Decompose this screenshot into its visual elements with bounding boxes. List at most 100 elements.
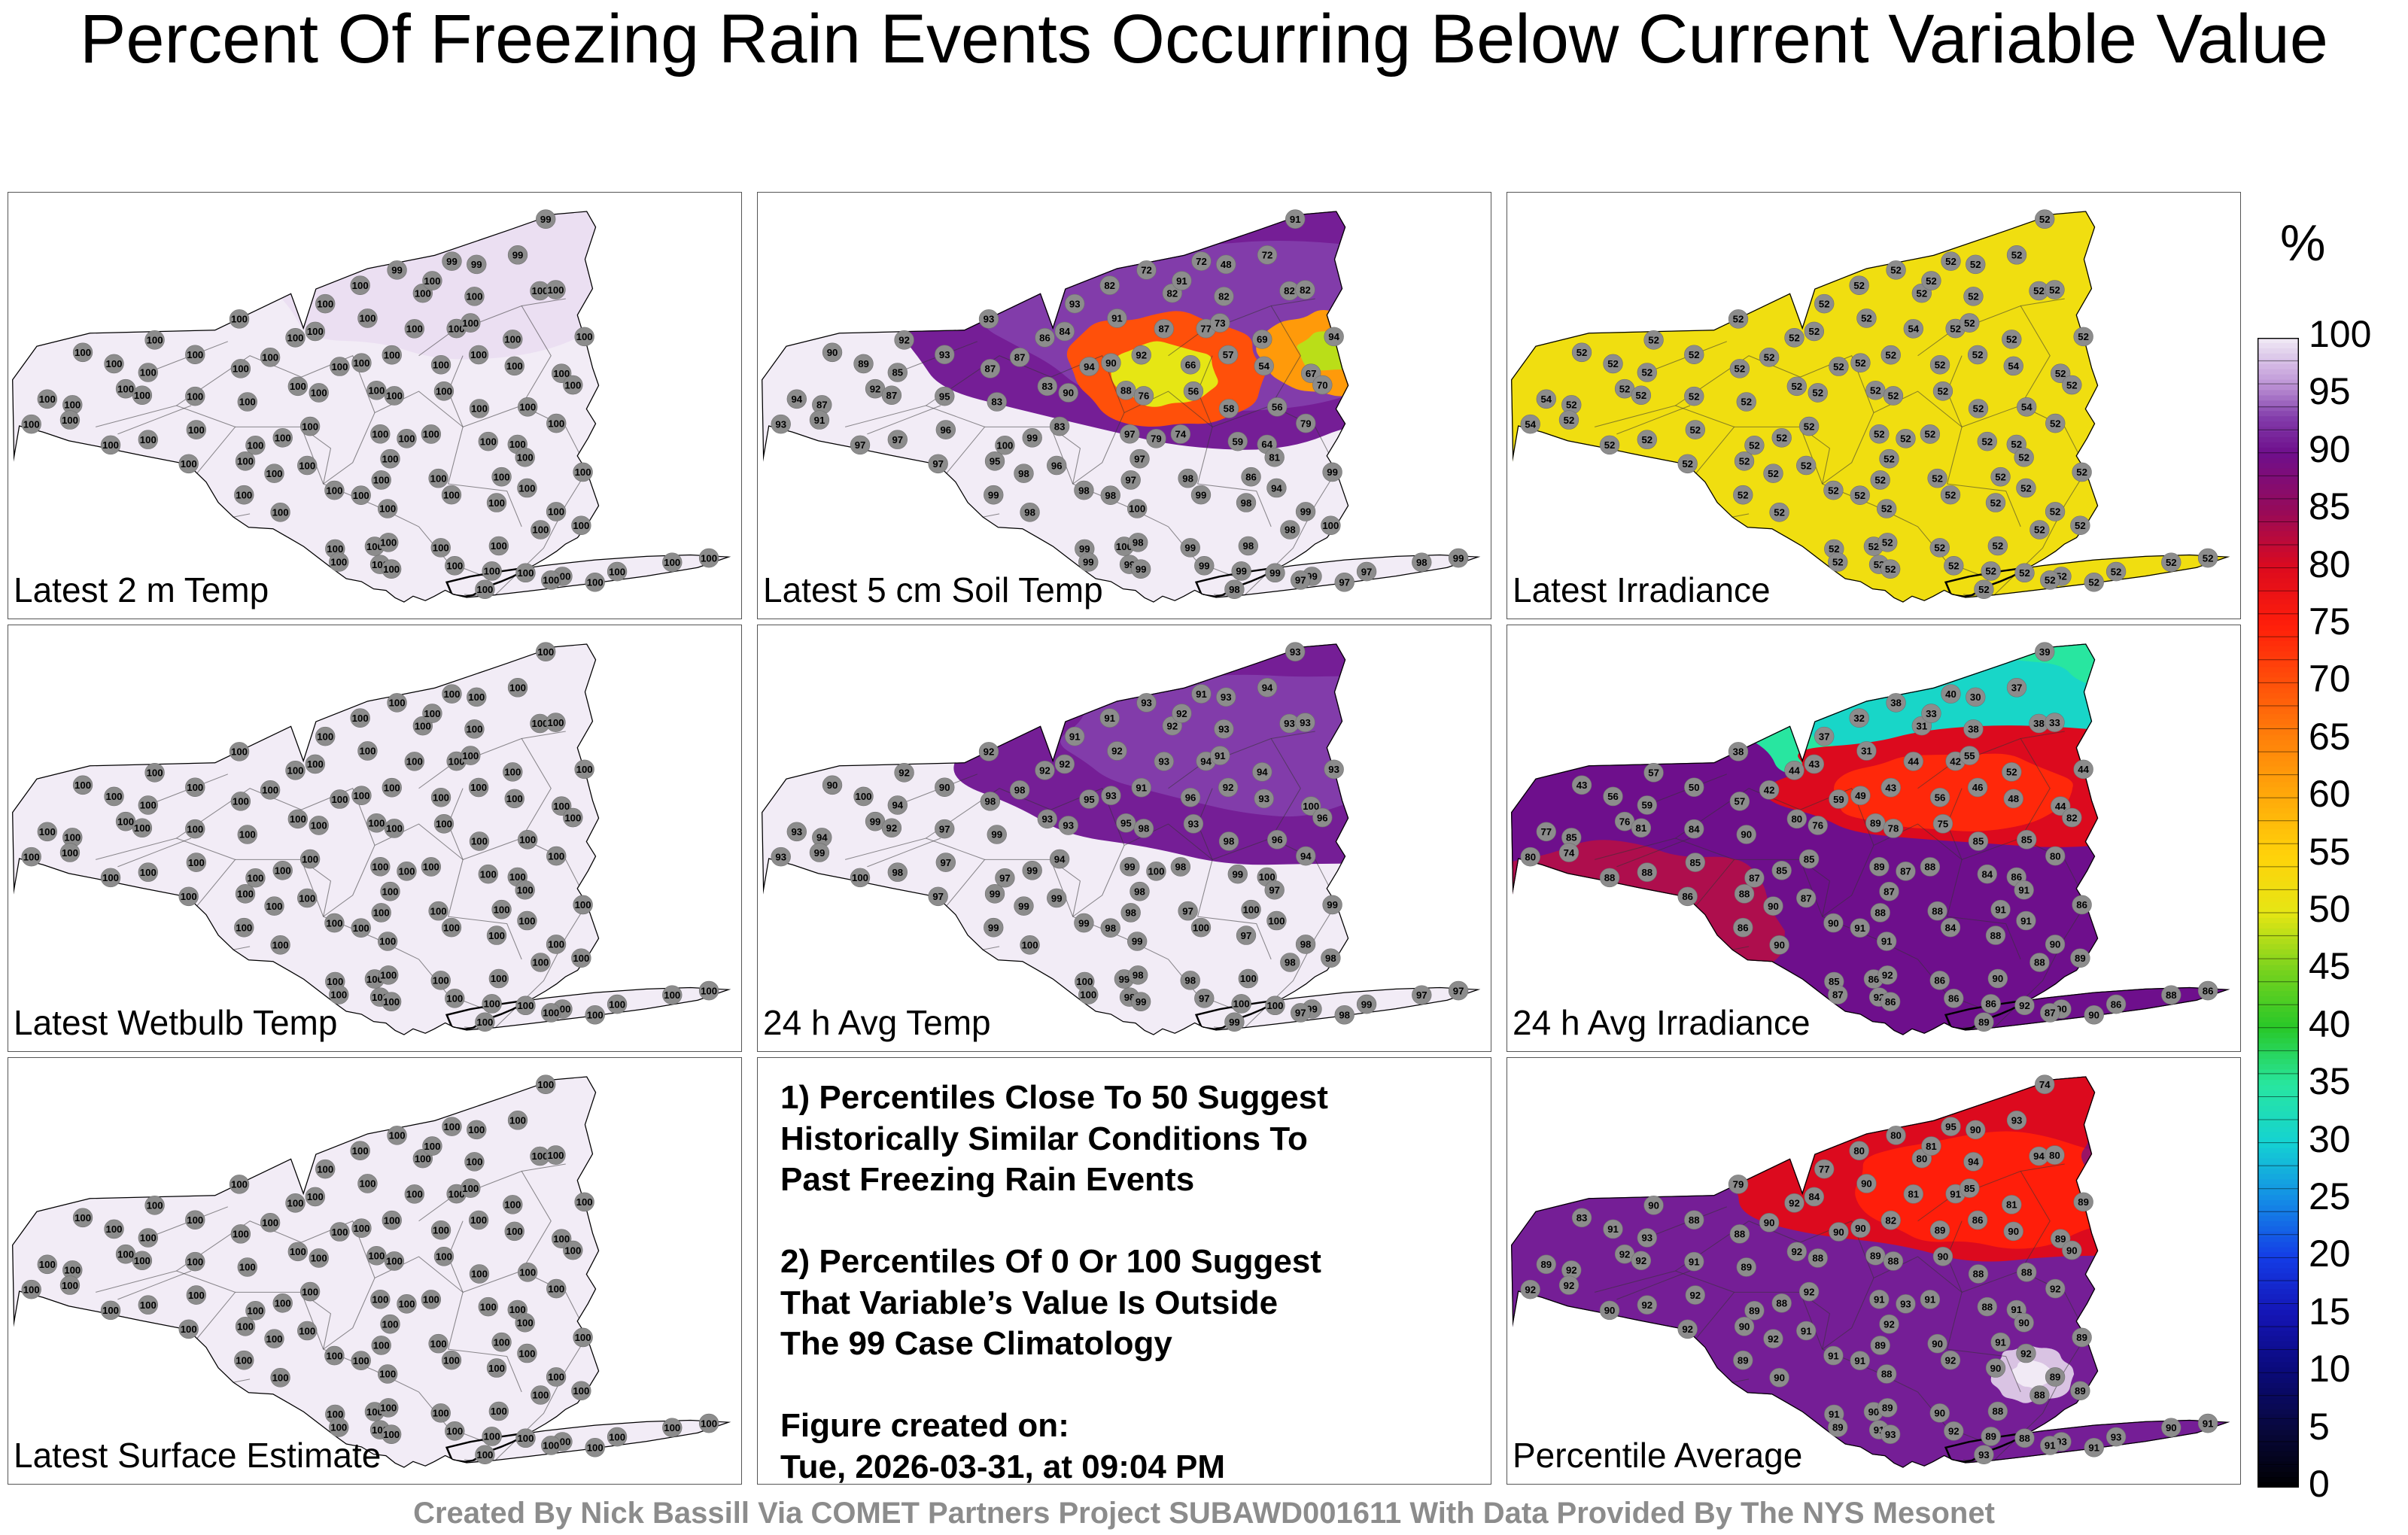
svg-text:100: 100 [236, 1355, 252, 1366]
svg-text:100: 100 [317, 299, 333, 310]
svg-text:97: 97 [855, 439, 866, 451]
svg-text:52: 52 [1985, 566, 1996, 577]
svg-text:52: 52 [2034, 524, 2045, 536]
svg-text:100: 100 [353, 357, 369, 369]
svg-text:86: 86 [1738, 923, 1749, 934]
svg-text:93: 93 [2111, 1431, 2122, 1442]
svg-text:93: 93 [984, 314, 995, 325]
svg-text:88: 88 [1776, 1298, 1787, 1309]
svg-text:52: 52 [1619, 384, 1631, 395]
svg-text:88: 88 [1735, 1229, 1746, 1240]
svg-text:52: 52 [1950, 323, 1961, 334]
svg-text:90: 90 [1934, 1408, 1945, 1419]
svg-text:82: 82 [1300, 284, 1311, 296]
svg-text:89: 89 [1882, 1403, 1893, 1414]
svg-text:100: 100 [181, 458, 197, 470]
svg-text:100: 100 [576, 764, 593, 775]
svg-text:52: 52 [2050, 506, 2061, 518]
svg-text:100: 100 [446, 1426, 463, 1437]
svg-text:89: 89 [2075, 1385, 2086, 1397]
svg-text:91: 91 [1069, 731, 1081, 743]
svg-text:100: 100 [237, 456, 254, 467]
svg-text:52: 52 [1978, 584, 1990, 595]
svg-text:100: 100 [1268, 915, 1285, 926]
svg-text:52: 52 [2075, 520, 2086, 531]
svg-text:100: 100 [543, 575, 559, 586]
svg-text:99: 99 [1026, 865, 1038, 877]
svg-text:93: 93 [1069, 299, 1081, 310]
svg-text:52: 52 [1735, 363, 1746, 375]
svg-text:43: 43 [1576, 780, 1588, 791]
svg-text:89: 89 [1738, 1355, 1749, 1366]
svg-text:100: 100 [380, 970, 397, 981]
svg-text:100: 100 [64, 832, 81, 843]
svg-text:100: 100 [140, 434, 157, 445]
svg-text:52: 52 [1945, 256, 1956, 267]
svg-text:87: 87 [1900, 866, 1911, 877]
svg-text:94: 94 [816, 832, 828, 843]
svg-text:100: 100 [379, 1369, 396, 1380]
svg-text:100: 100 [302, 853, 318, 865]
svg-text:52: 52 [1832, 557, 1844, 568]
svg-text:100: 100 [134, 1255, 150, 1266]
svg-text:52: 52 [1935, 360, 1946, 371]
svg-text:66: 66 [1185, 360, 1196, 371]
svg-text:100: 100 [299, 1325, 315, 1336]
svg-text:52: 52 [2055, 368, 2066, 379]
svg-text:100: 100 [353, 1355, 369, 1366]
svg-text:100: 100 [564, 1245, 581, 1256]
svg-text:98: 98 [892, 867, 903, 878]
svg-text:89: 89 [1874, 862, 1885, 873]
svg-text:85: 85 [2021, 834, 2033, 846]
svg-text:100: 100 [311, 388, 327, 399]
svg-text:52: 52 [2066, 379, 2078, 391]
svg-text:87: 87 [886, 390, 898, 401]
svg-text:86: 86 [1039, 333, 1050, 344]
svg-text:99: 99 [870, 816, 881, 828]
svg-text:91: 91 [2088, 1442, 2099, 1454]
svg-text:92: 92 [1768, 1333, 1779, 1345]
svg-text:72: 72 [1141, 265, 1152, 276]
svg-text:92: 92 [1223, 782, 1234, 793]
svg-text:52: 52 [1995, 472, 2006, 483]
svg-text:52: 52 [1885, 350, 1896, 361]
svg-text:92: 92 [1690, 1290, 1701, 1301]
svg-text:94: 94 [1262, 682, 1273, 694]
svg-text:86: 86 [1972, 1214, 1984, 1226]
svg-text:90: 90 [2018, 1318, 2029, 1329]
svg-text:82: 82 [1885, 1215, 1896, 1226]
svg-text:100: 100 [548, 506, 564, 518]
svg-text:54: 54 [1525, 419, 1536, 430]
svg-text:90: 90 [1105, 357, 1117, 369]
svg-text:100: 100 [64, 400, 81, 411]
svg-text:52: 52 [2078, 331, 2089, 342]
svg-text:100: 100 [187, 1214, 203, 1226]
svg-text:99: 99 [1327, 899, 1338, 910]
svg-text:89: 89 [2050, 1372, 2061, 1383]
svg-text:85: 85 [1964, 1183, 1975, 1194]
svg-text:48: 48 [2008, 793, 2019, 804]
svg-text:92: 92 [1882, 970, 1893, 981]
svg-text:94: 94 [1054, 853, 1066, 865]
svg-text:52: 52 [1990, 497, 2002, 509]
svg-text:99: 99 [990, 889, 1001, 900]
svg-text:82: 82 [1167, 288, 1178, 299]
svg-text:100: 100 [852, 872, 868, 883]
svg-text:99: 99 [1136, 996, 1147, 1008]
svg-text:100: 100 [433, 1225, 449, 1236]
svg-text:100: 100 [239, 397, 256, 408]
svg-text:52: 52 [1636, 390, 1647, 401]
svg-text:93: 93 [1258, 793, 1269, 804]
svg-text:91: 91 [1290, 214, 1301, 225]
svg-text:89: 89 [2055, 1233, 2066, 1245]
svg-text:100: 100 [573, 953, 589, 964]
svg-text:52: 52 [1900, 433, 1911, 445]
svg-text:100: 100 [443, 1121, 460, 1132]
svg-text:42: 42 [1950, 755, 1961, 767]
svg-text:90: 90 [1868, 1406, 1880, 1418]
svg-text:44: 44 [1908, 756, 1919, 768]
svg-text:100: 100 [39, 826, 56, 837]
svg-text:37: 37 [2011, 682, 2023, 694]
svg-text:80: 80 [2049, 1150, 2060, 1161]
svg-text:72: 72 [1196, 256, 1207, 267]
